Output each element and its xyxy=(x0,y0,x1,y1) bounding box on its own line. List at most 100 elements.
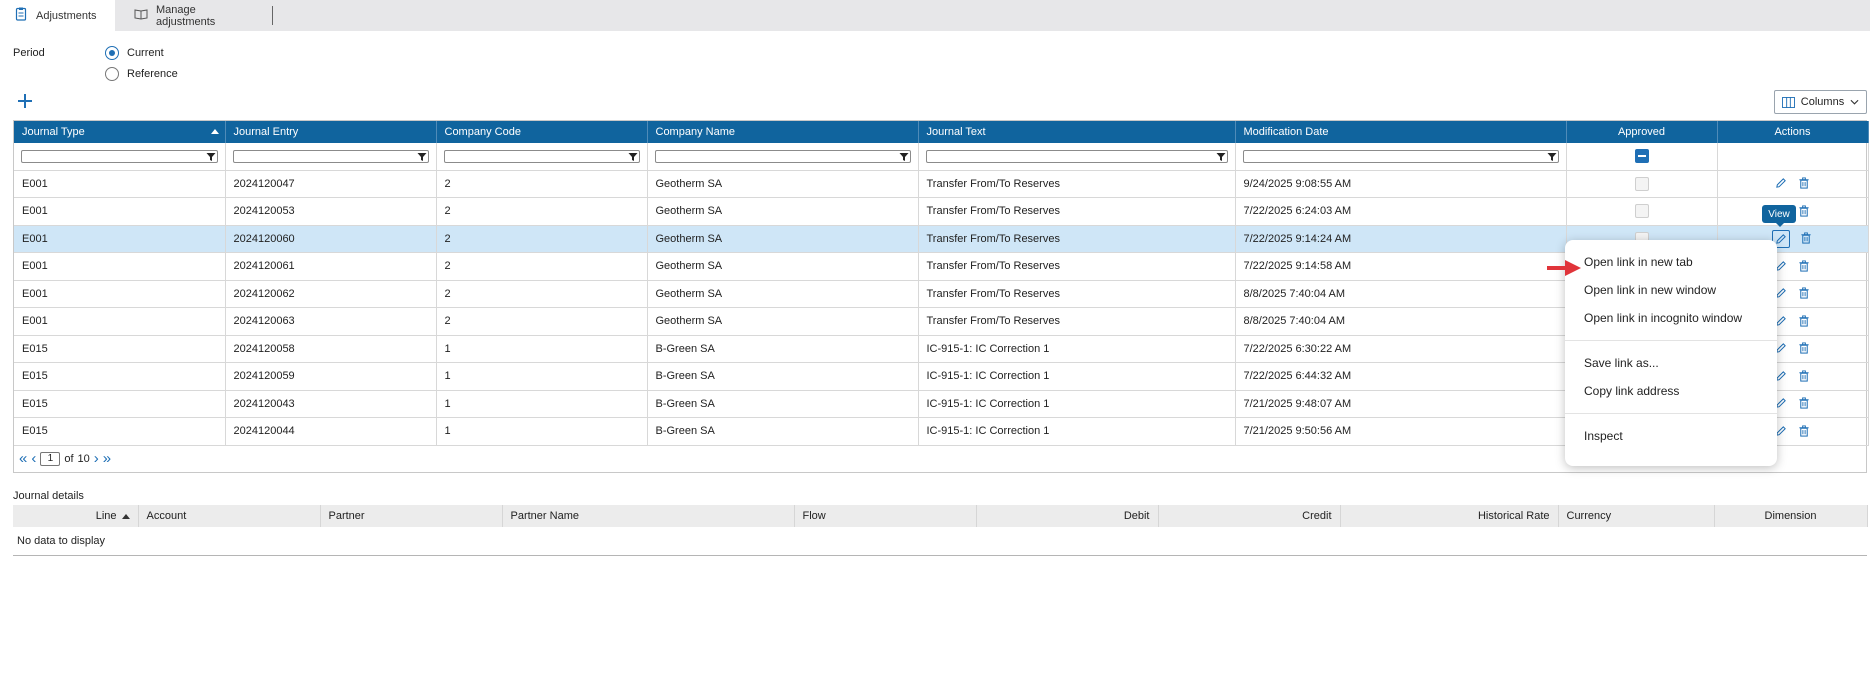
prev-page-icon[interactable]: ‹ xyxy=(31,449,37,467)
cell-company-name: Geotherm SA xyxy=(647,225,919,253)
cell-journal-entry: 2024120063 xyxy=(225,307,437,336)
cell-journal-entry: 2024120062 xyxy=(225,280,437,308)
tab-divider xyxy=(272,6,273,25)
table-row[interactable]: E015 2024120059 1 B-Green SA IC-915-1: IC Co… xyxy=(14,362,1869,391)
col-header-approved[interactable]: Approved xyxy=(1566,121,1718,143)
table-row[interactable]: E001 2024120060 2 Geotherm SA Transfer From/… xyxy=(14,225,1869,253)
filter-icon[interactable] xyxy=(1547,152,1557,162)
jd-col-line[interactable]: Line xyxy=(13,505,139,527)
edit-pencil-icon[interactable] xyxy=(1772,229,1790,248)
tab-adjustments[interactable]: Adjustments xyxy=(0,0,115,31)
filter-input-company-code[interactable] xyxy=(443,149,640,163)
filter-input-modification-date[interactable] xyxy=(1242,149,1559,163)
col-header-company-code[interactable]: Company Code xyxy=(436,121,648,143)
jd-col-currency[interactable]: Currency xyxy=(1558,505,1715,527)
filter-cell xyxy=(1235,143,1567,171)
radio-current-button[interactable] xyxy=(105,46,119,60)
cell-company-code: 2 xyxy=(436,307,648,336)
col-header-journal-entry[interactable]: Journal Entry xyxy=(225,121,437,143)
cell-journal-entry: 2024120061 xyxy=(225,252,437,281)
add-button[interactable] xyxy=(16,92,34,110)
clipboard-icon xyxy=(14,7,28,24)
jd-col-partner-name[interactable]: Partner Name xyxy=(502,505,795,527)
cell-company-name: Geotherm SA xyxy=(647,280,919,308)
cell-company-code: 2 xyxy=(436,170,648,198)
col-header-company-name[interactable]: Company Name xyxy=(647,121,919,143)
delete-trash-icon[interactable] xyxy=(1798,397,1811,410)
menu-item-save-link[interactable]: Save link as... xyxy=(1584,356,1659,370)
cell-modification-date: 7/22/2025 6:24:03 AM xyxy=(1235,197,1567,226)
filter-input-journal-text[interactable] xyxy=(925,149,1228,163)
jd-col-flow[interactable]: Flow xyxy=(794,505,977,527)
filter-input-journal-entry[interactable] xyxy=(232,149,429,163)
jd-col-partner[interactable]: Partner xyxy=(320,505,503,527)
jd-col-dimension[interactable]: Dimension xyxy=(1714,505,1868,527)
jd-col-historical-rate[interactable]: Historical Rate xyxy=(1340,505,1559,527)
radio-current[interactable]: Current xyxy=(105,46,164,60)
view-tooltip: View xyxy=(1762,205,1796,227)
menu-item-open-new-tab[interactable]: Open link in new tab xyxy=(1584,255,1693,269)
cell-company-code: 2 xyxy=(436,225,648,253)
cell-journal-entry: 2024120043 xyxy=(225,390,437,418)
filter-icon[interactable] xyxy=(628,152,638,162)
cell-journal-entry: 2024120053 xyxy=(225,197,437,226)
tab-manage-adjustments[interactable]: Manage adjustments xyxy=(120,0,272,31)
cell-journal-type: E001 xyxy=(14,225,226,253)
jd-col-account[interactable]: Account xyxy=(138,505,321,527)
delete-trash-icon[interactable] xyxy=(1798,315,1811,328)
filter-icon[interactable] xyxy=(206,152,216,162)
edit-pencil-icon[interactable] xyxy=(1775,177,1788,190)
table-row[interactable]: E001 2024120047 2 Geotherm SA Transfer From/… xyxy=(14,170,1869,198)
table-row[interactable]: E001 2024120053 2 Geotherm SA Transfer From/… xyxy=(14,197,1869,226)
delete-trash-icon[interactable] xyxy=(1798,177,1811,190)
page-input[interactable]: 1 xyxy=(40,451,61,466)
filter-icon[interactable] xyxy=(417,152,427,162)
filter-input-journal-type[interactable] xyxy=(21,149,218,163)
cell-modification-date: 7/22/2025 6:30:22 AM xyxy=(1235,335,1567,363)
delete-trash-icon[interactable] xyxy=(1798,342,1811,355)
cell-modification-date: 9/24/2025 9:08:55 AM xyxy=(1235,170,1567,198)
cell-journal-entry: 2024120058 xyxy=(225,335,437,363)
first-page-icon[interactable]: « xyxy=(19,449,28,467)
cell-approved xyxy=(1566,197,1718,226)
cell-company-name: Geotherm SA xyxy=(647,170,919,198)
chevron-down-icon xyxy=(1850,99,1859,105)
delete-trash-icon[interactable] xyxy=(1798,260,1811,273)
col-header-journal-type[interactable]: Journal Type xyxy=(14,121,226,143)
menu-item-open-new-window[interactable]: Open link in new window xyxy=(1584,283,1717,297)
radio-current-label: Current xyxy=(127,47,164,59)
jd-col-credit[interactable]: Credit xyxy=(1158,505,1341,527)
approved-filter-checkbox[interactable] xyxy=(1634,149,1649,164)
menu-item-open-incognito[interactable]: Open link in incognito window xyxy=(1584,311,1743,325)
filter-icon[interactable] xyxy=(899,152,909,162)
col-header-journal-text[interactable]: Journal Text xyxy=(918,121,1236,143)
radio-reference-button[interactable] xyxy=(105,67,119,81)
delete-trash-icon[interactable] xyxy=(1798,425,1811,438)
filter-cell xyxy=(436,143,648,171)
cell-company-name: B-Green SA xyxy=(647,335,919,363)
cell-company-name: B-Green SA xyxy=(647,390,919,418)
filter-cell xyxy=(1717,143,1869,171)
menu-item-copy-link[interactable]: Copy link address xyxy=(1584,384,1680,398)
filter-cell xyxy=(1566,143,1718,171)
cell-journal-text: Transfer From/To Reserves xyxy=(918,197,1236,226)
columns-button[interactable]: Columns xyxy=(1774,90,1867,114)
delete-trash-icon[interactable] xyxy=(1798,205,1811,218)
pager-of-label: of xyxy=(64,452,74,465)
cell-journal-type: E001 xyxy=(14,197,226,226)
filter-input-company-name[interactable] xyxy=(654,149,911,163)
delete-trash-icon[interactable] xyxy=(1798,370,1811,383)
menu-item-inspect[interactable]: Inspect xyxy=(1584,429,1623,443)
next-page-icon[interactable]: › xyxy=(93,449,99,467)
book-icon xyxy=(134,7,148,24)
cell-journal-type: E001 xyxy=(14,307,226,336)
jd-col-debit[interactable]: Debit xyxy=(976,505,1159,527)
delete-trash-icon[interactable] xyxy=(1800,232,1813,245)
last-page-icon[interactable]: » xyxy=(102,449,112,467)
radio-reference[interactable]: Reference xyxy=(105,67,178,81)
sort-ascending-icon xyxy=(121,513,130,519)
filter-cell xyxy=(225,143,437,171)
col-header-modification-date[interactable]: Modification Date xyxy=(1235,121,1567,143)
filter-icon[interactable] xyxy=(1216,152,1226,162)
delete-trash-icon[interactable] xyxy=(1798,287,1811,300)
